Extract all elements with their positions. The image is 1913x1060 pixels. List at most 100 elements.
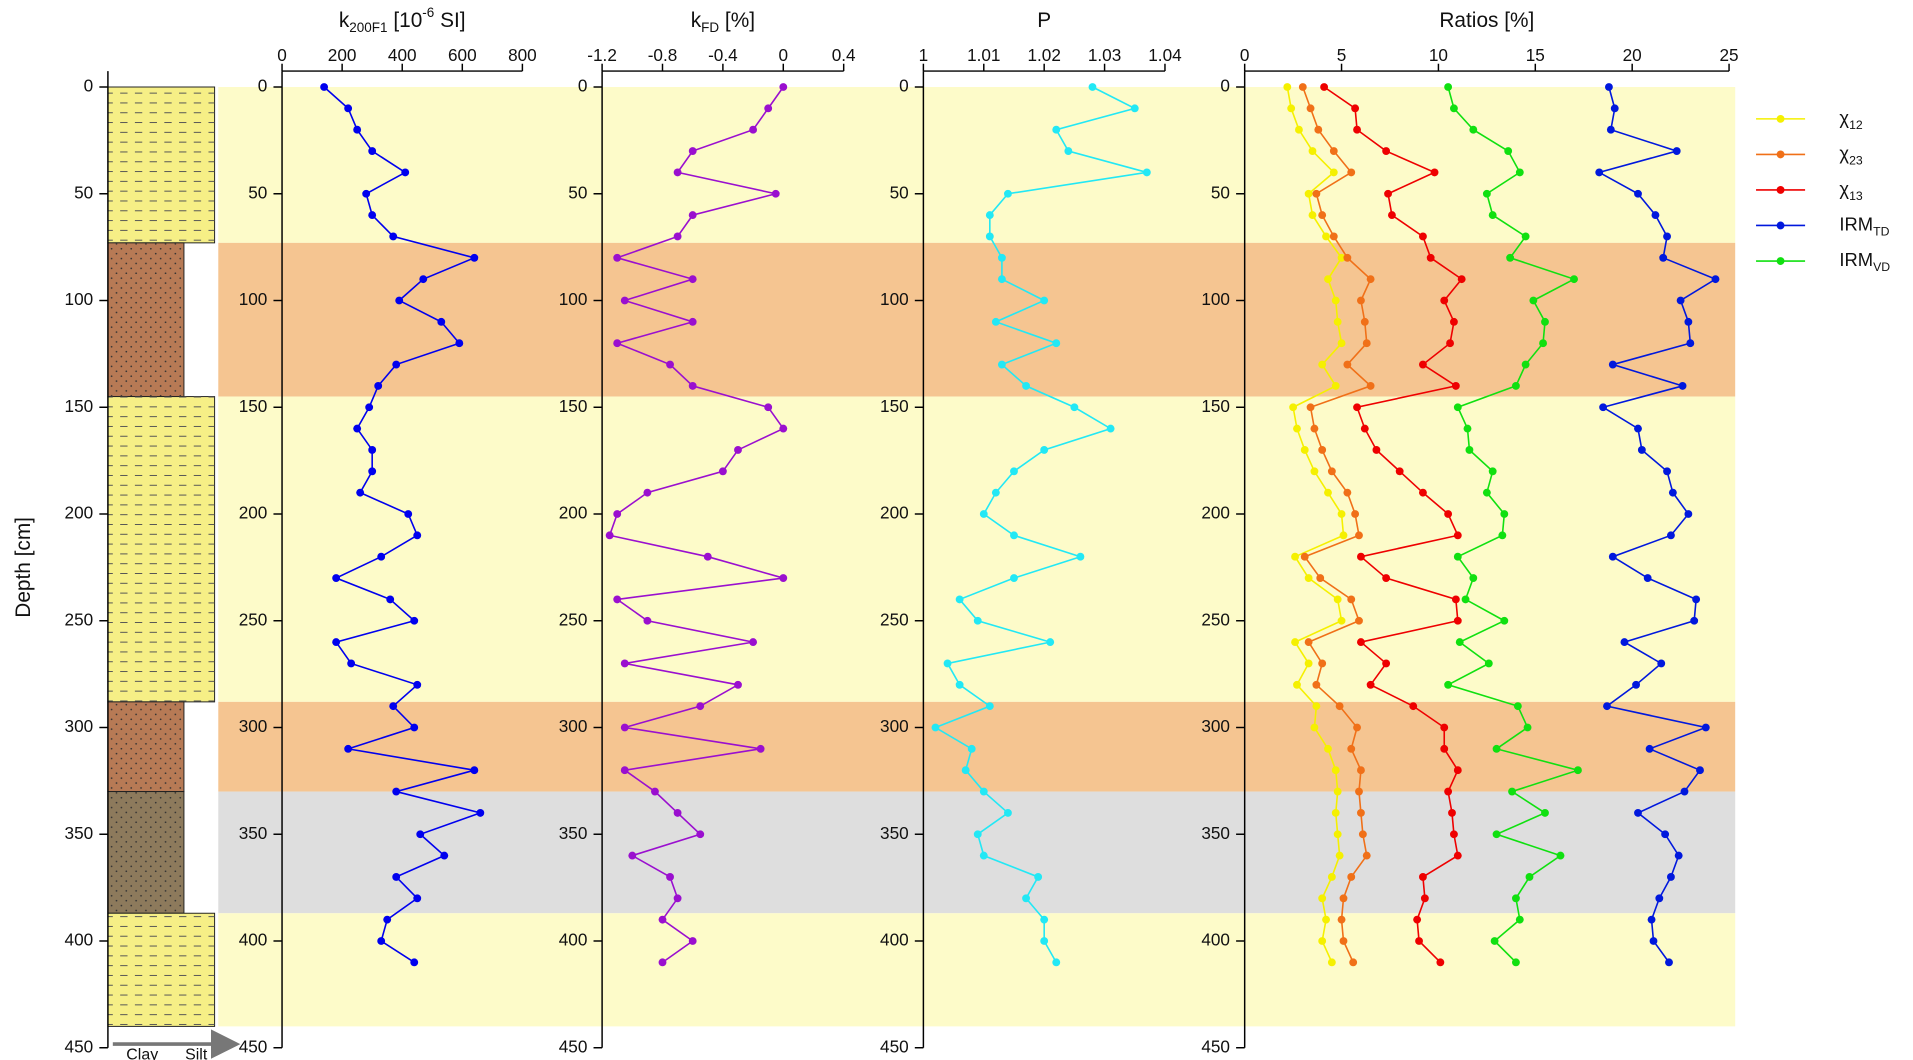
data-point — [1483, 489, 1491, 497]
legend-label: IRMVD — [1839, 249, 1890, 274]
data-point — [986, 211, 994, 219]
data-point — [362, 190, 370, 198]
data-point — [696, 702, 704, 710]
data-point — [1382, 660, 1390, 668]
data-point — [368, 147, 376, 155]
data-point — [1444, 681, 1452, 689]
data-point — [962, 766, 970, 774]
data-point — [968, 745, 976, 753]
y-tick-label: 150 — [65, 396, 94, 416]
data-point — [986, 233, 994, 241]
data-point — [1452, 595, 1460, 603]
data-point — [353, 126, 361, 134]
data-point — [395, 297, 403, 305]
data-point — [1609, 361, 1617, 369]
data-point — [374, 382, 382, 390]
data-point — [779, 574, 787, 582]
data-point — [1293, 425, 1301, 433]
data-point — [1338, 916, 1346, 924]
data-point — [1529, 297, 1537, 305]
y-tick-label: 450 — [65, 1036, 94, 1056]
data-point — [779, 425, 787, 433]
data-point — [1669, 489, 1677, 497]
y-tick-label: 450 — [559, 1036, 588, 1056]
data-point — [1363, 852, 1371, 860]
data-point — [974, 617, 982, 625]
data-point — [1328, 467, 1336, 475]
data-point — [344, 104, 352, 112]
data-point — [1638, 446, 1646, 454]
data-point — [1322, 916, 1330, 924]
data-point — [1359, 830, 1367, 838]
data-point — [1334, 788, 1342, 796]
data-point — [1526, 873, 1534, 881]
data-point — [1291, 553, 1299, 561]
data-point — [1338, 339, 1346, 347]
x-axis-label: Clay — [126, 1046, 158, 1060]
y-tick-label: 450 — [239, 1036, 268, 1056]
data-point — [1301, 553, 1309, 561]
data-point — [1444, 510, 1452, 518]
data-point — [1603, 702, 1611, 710]
data-point — [1684, 318, 1692, 326]
data-point — [1316, 574, 1324, 582]
data-point — [1330, 168, 1338, 176]
data-point — [1419, 233, 1427, 241]
data-point — [689, 318, 697, 326]
data-point — [413, 681, 421, 689]
y-tick-label: 0 — [578, 76, 588, 96]
data-point — [1034, 873, 1042, 881]
lithology-pattern — [108, 792, 184, 914]
data-point — [1052, 958, 1060, 966]
data-point — [1367, 681, 1375, 689]
data-point — [689, 937, 697, 945]
data-point — [659, 916, 667, 924]
title-part: [10 — [388, 8, 423, 31]
data-point — [1295, 126, 1303, 134]
data-point — [1646, 745, 1654, 753]
data-point — [1322, 233, 1330, 241]
title-part: SI] — [434, 8, 465, 31]
data-point — [437, 318, 445, 326]
data-point — [1599, 403, 1607, 411]
data-point — [1440, 297, 1448, 305]
data-point — [1657, 660, 1665, 668]
x-tick-label: 15 — [1526, 45, 1545, 65]
data-point — [1454, 553, 1462, 561]
data-point — [674, 233, 682, 241]
panel-title: k200F1 [10-6 SI] — [339, 5, 466, 35]
unit-band — [218, 243, 1735, 397]
data-point — [1052, 339, 1060, 347]
y-tick-label: 300 — [239, 716, 268, 736]
data-point — [1076, 553, 1084, 561]
data-point — [1318, 660, 1326, 668]
data-point — [1634, 809, 1642, 817]
data-point — [1347, 873, 1355, 881]
data-point — [696, 830, 704, 838]
data-point — [332, 638, 340, 646]
data-point — [1299, 83, 1307, 91]
title-part: FD — [701, 20, 719, 35]
data-point — [1652, 211, 1660, 219]
data-point — [1605, 83, 1613, 91]
data-point — [476, 809, 484, 817]
y-tick-label: 400 — [1201, 930, 1230, 950]
data-point — [347, 660, 355, 668]
data-point — [1351, 104, 1359, 112]
data-point — [1131, 104, 1139, 112]
data-point — [440, 852, 448, 860]
data-point — [1607, 126, 1615, 134]
data-point — [1427, 254, 1435, 262]
data-point — [1440, 724, 1448, 732]
data-point — [1634, 425, 1642, 433]
data-point — [404, 510, 412, 518]
unit-band — [218, 87, 1735, 243]
data-point — [1541, 809, 1549, 817]
data-point — [1332, 809, 1340, 817]
x-tick-label: 25 — [1720, 45, 1739, 65]
data-point — [1512, 382, 1520, 390]
data-point — [1311, 724, 1319, 732]
data-point — [1311, 467, 1319, 475]
y-tick-label: 200 — [1201, 503, 1230, 523]
data-point — [1330, 233, 1338, 241]
